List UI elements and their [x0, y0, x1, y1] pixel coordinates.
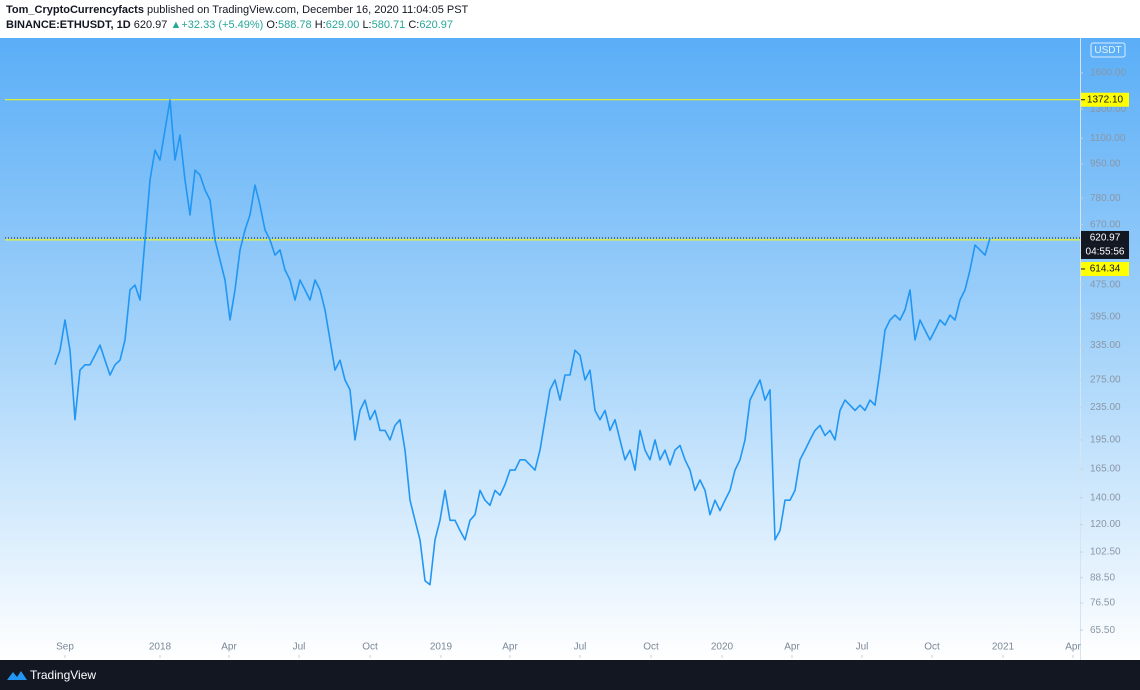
ohlc-label: H:: [314, 19, 326, 31]
line-label: 614.34: [1090, 264, 1121, 275]
y-tick-label: 65.50: [1090, 625, 1115, 636]
ohlc-value: 580.71: [371, 19, 406, 31]
up-arrow: ▲: [170, 19, 182, 31]
ohlc-value: 588.78: [278, 19, 312, 31]
symbol: BINANCE:ETHUSDT, 1D: [6, 19, 131, 31]
y-tick-label: 395.00: [1090, 311, 1121, 322]
last-price: 620.97: [133, 19, 168, 31]
x-tick-label: Apr: [784, 642, 800, 653]
y-tick-label: 88.50: [1090, 572, 1115, 583]
x-tick-label: 2020: [711, 642, 734, 653]
price-line: [54, 99, 991, 586]
published: published on TradingView.com, December 1…: [147, 4, 469, 16]
y-tick-label: 76.50: [1090, 598, 1115, 609]
y-tick-label: 165.00: [1090, 464, 1121, 475]
y-tick-label: 1100.00: [1090, 133, 1126, 144]
x-tick-label: Apr: [502, 642, 518, 653]
last-price-label: 620.97: [1090, 233, 1121, 244]
header: Tom_CryptoCurrencyfacts published on Tra…: [0, 0, 1140, 38]
y-tick-label: 335.00: [1090, 340, 1121, 351]
y-tick-label: 950.00: [1090, 158, 1121, 169]
x-tick-label: Oct: [924, 642, 940, 653]
currency: USDT: [1094, 45, 1121, 56]
currency-box: [1090, 42, 1126, 58]
line-label: 1372.10: [1087, 94, 1124, 105]
y-tick-label: 1300.00: [1090, 104, 1127, 115]
ohlc-label: L:: [362, 19, 372, 31]
ohlc-label: O:: [266, 19, 278, 31]
last-price-bg: [1081, 230, 1129, 245]
x-tick-label: Jul: [293, 642, 306, 653]
y-tick-label: 120.00: [1090, 519, 1121, 530]
footer: TradingView: [0, 660, 1140, 690]
ohlc-label: C:: [408, 19, 420, 31]
symbol-line: BINANCE:ETHUSDT, 1D 620.97 ▲+32.33 (+5.4…: [6, 19, 453, 31]
ohlc: O:588.78 H:629.00 L:580.71 C:620.97: [266, 19, 453, 31]
x-tick-label: 2019: [430, 642, 453, 653]
y-tick-label: 140.00: [1090, 492, 1121, 503]
chart-background: [0, 38, 1140, 660]
x-tick-label: 2018: [149, 642, 172, 653]
y-tick-label: 670.00: [1090, 219, 1121, 230]
publisher: Tom_CryptoCurrencyfacts: [6, 4, 144, 16]
x-tick-label: Oct: [643, 642, 659, 653]
line-label-bg: [1081, 261, 1129, 276]
line-label-bg: [1081, 92, 1129, 107]
x-tick-label: Jul: [856, 642, 869, 653]
change: +32.33 (+5.49%): [181, 19, 264, 31]
x-tick-label: Oct: [362, 642, 378, 653]
x-tick-label: Apr: [1065, 642, 1081, 653]
y-tick-label: 235.00: [1090, 402, 1121, 413]
x-tick-label: 2021: [992, 642, 1015, 653]
y-tick-label: 195.00: [1090, 435, 1121, 446]
y-tick-label: 475.00: [1090, 279, 1121, 290]
y-tick-label: 1600.00: [1090, 68, 1127, 79]
y-tick-label: 780.00: [1090, 193, 1121, 204]
publish-line: Tom_CryptoCurrencyfacts published on Tra…: [6, 4, 468, 16]
y-tick-label: 102.50: [1090, 547, 1121, 558]
x-tick-label: Jul: [574, 642, 587, 653]
ohlc-value: 620.97: [419, 19, 453, 31]
chart: USDT 65.50 76.50 88.50 102.50 120.00 140.00 16…: [0, 38, 1140, 660]
brand: TradingView: [30, 668, 97, 682]
x-tick-label: Apr: [221, 642, 237, 653]
y-tick-label: 275.00: [1090, 375, 1121, 386]
countdown: 04:55:56: [1086, 247, 1125, 258]
x-tick-label: Sep: [56, 642, 74, 653]
logo: [7, 671, 27, 680]
countdown-bg: [1081, 244, 1129, 259]
ohlc-value: 629.00: [325, 19, 360, 31]
